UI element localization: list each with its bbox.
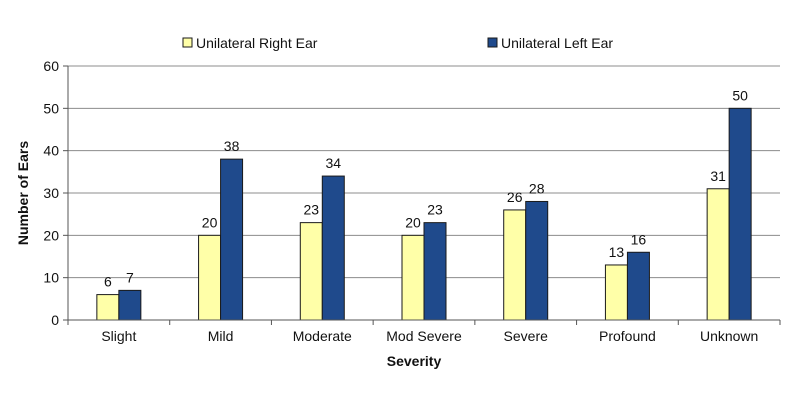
legend: Unilateral Right Ear Unilateral Left Ear bbox=[182, 35, 613, 51]
data-label: 20 bbox=[202, 214, 218, 230]
data-label: 31 bbox=[710, 168, 726, 184]
y-tick-label: 30 bbox=[43, 185, 59, 201]
legend-swatch bbox=[182, 37, 193, 48]
data-label: 7 bbox=[126, 269, 134, 285]
x-tick-label: Profound bbox=[599, 328, 656, 344]
bar-left-ear bbox=[728, 107, 752, 321]
y-tick-label: 40 bbox=[43, 143, 59, 159]
x-axis-title: Severity bbox=[387, 353, 442, 369]
y-tick-label: 10 bbox=[43, 270, 59, 286]
bar-left-ear bbox=[423, 222, 447, 321]
bar-right-ear bbox=[706, 188, 730, 321]
legend-swatch bbox=[487, 37, 498, 48]
axes bbox=[63, 65, 781, 325]
bar-left-ear bbox=[220, 158, 244, 321]
bar-left-ear bbox=[118, 289, 142, 321]
x-tick-label: Moderate bbox=[293, 328, 352, 344]
x-tick-label: Severe bbox=[504, 328, 549, 344]
data-label: 20 bbox=[405, 214, 421, 230]
data-label: 38 bbox=[224, 138, 240, 154]
y-tick-label: 0 bbox=[51, 312, 59, 328]
bar-left-ear bbox=[525, 200, 549, 321]
x-tick-label: Mod Severe bbox=[386, 328, 462, 344]
data-label: 28 bbox=[529, 180, 545, 196]
data-label: 34 bbox=[325, 155, 341, 171]
data-label: 50 bbox=[732, 87, 748, 103]
bar-right-ear bbox=[401, 234, 425, 321]
x-tick-label: Mild bbox=[208, 328, 234, 344]
data-label: 16 bbox=[631, 231, 647, 247]
bars bbox=[96, 107, 752, 321]
bar-right-ear bbox=[503, 209, 527, 321]
bar-left-ear bbox=[626, 251, 650, 321]
bar-right-ear bbox=[96, 294, 120, 321]
bar-right-ear bbox=[198, 234, 222, 321]
data-label: 23 bbox=[427, 202, 443, 218]
y-tick-label: 60 bbox=[43, 58, 59, 74]
x-tick-label: Unknown bbox=[700, 328, 758, 344]
y-tick-label: 50 bbox=[43, 100, 59, 116]
data-label: 23 bbox=[303, 202, 319, 218]
data-label: 26 bbox=[507, 189, 523, 205]
bar-right-ear bbox=[604, 264, 628, 321]
gridlines bbox=[68, 65, 780, 279]
legend-label: Unilateral Left Ear bbox=[501, 35, 613, 51]
y-axis-title: Number of Ears bbox=[15, 141, 31, 245]
y-tick-label: 20 bbox=[43, 227, 59, 243]
labels: 0 10 20 30 40 50 60 6 7 Slight 20 38 Mild 23 34 Moderat… bbox=[43, 58, 758, 344]
data-label: 6 bbox=[104, 274, 112, 290]
data-label: 13 bbox=[609, 244, 625, 260]
legend-label: Unilateral Right Ear bbox=[196, 35, 318, 51]
x-tick-label: Slight bbox=[101, 328, 136, 344]
bar-right-ear bbox=[299, 222, 323, 321]
bar-left-ear bbox=[321, 175, 345, 321]
